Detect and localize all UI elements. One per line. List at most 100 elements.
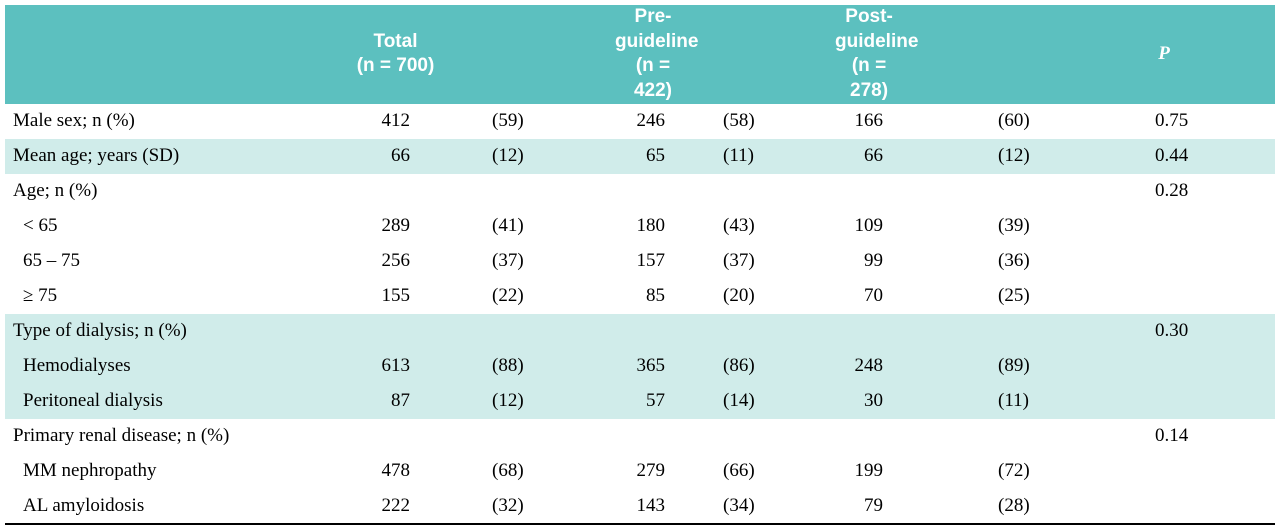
post-pct-cell: [998, 419, 1153, 454]
table-row: Mean age; years (SD) 66 (12) 65 (11) 66 …: [5, 138, 1276, 174]
total-pct-cell: (32): [492, 494, 524, 516]
row-label-cell: Male sex; n (%): [13, 110, 135, 132]
p-value-cell: 0.44: [1153, 138, 1276, 174]
row-label-cell: Primary renal disease; n (%): [13, 425, 230, 447]
row-label-cell: AL amyloidosis: [23, 494, 145, 516]
post-pct-cell: (11): [998, 383, 1154, 419]
post-pct-cell: (28): [998, 494, 1030, 516]
header-empty-cell: [5, 5, 340, 104]
table-row: Male sex; n (%) 412 (59) 246 (58) 166 (6…: [5, 104, 1275, 139]
post-n-cell: 30: [835, 383, 999, 419]
data-table: Total (n = 700) Pre-guideline (n = 422) …: [5, 5, 1276, 525]
pre-n-cell: 85: [646, 285, 665, 307]
header-p-label: P: [1158, 43, 1170, 65]
row-label-cell: Type of dialysis; n (%): [5, 313, 340, 349]
total-pct-cell: (12): [492, 138, 615, 174]
post-n-cell: 166: [854, 110, 884, 132]
total-pct-cell: (22): [492, 285, 524, 307]
table-row: ≥ 75 155 (22) 85 (20) 70 (25): [5, 279, 1275, 314]
pre-pct-cell: (14): [723, 383, 836, 419]
p-value-cell: 0.28: [1155, 180, 1189, 202]
pre-n-cell: [615, 419, 723, 454]
row-label-cell: ≥ 75: [23, 285, 58, 307]
post-n-cell: [835, 313, 999, 349]
total-n-cell: 256: [381, 250, 411, 272]
post-n-cell: [835, 174, 998, 209]
post-pct-cell: (72): [998, 460, 1030, 482]
pre-n-cell: 65: [615, 138, 723, 174]
total-n-cell: 412: [381, 110, 411, 132]
pre-n-cell: 180: [636, 215, 666, 237]
table-row: Type of dialysis; n (%) 0.30: [5, 313, 1276, 349]
pre-n-cell: 246: [636, 110, 666, 132]
pre-pct-cell: (37): [723, 250, 755, 272]
post-n-cell: 70: [864, 285, 884, 307]
header-post-sub: (n = 278): [850, 55, 889, 102]
total-pct-cell: (12): [492, 383, 615, 419]
total-n-cell: 289: [381, 215, 411, 237]
pre-pct-cell: (86): [723, 348, 836, 384]
table-header: Total (n = 700) Pre-guideline (n = 422) …: [5, 5, 1276, 104]
table-row: Age; n (%) 0.28: [5, 174, 1275, 209]
total-n-cell: [340, 174, 492, 209]
pre-pct-cell: (20): [723, 285, 755, 307]
p-value-cell: 0.14: [1155, 425, 1189, 447]
post-pct-cell: (89): [998, 348, 1154, 384]
p-value-cell: 0.75: [1155, 110, 1189, 132]
post-n-cell: 199: [854, 460, 884, 482]
header-post-guideline: Post-guideline (n = 278): [835, 5, 1154, 104]
pre-n-cell: 365: [615, 348, 723, 384]
table-row: Hemodialyses 613 (88) 365 (86) 248 (89): [5, 348, 1276, 384]
pre-pct-cell: (66): [723, 460, 755, 482]
row-label-cell: Peritoneal dialysis: [5, 383, 340, 419]
pre-pct-cell: [723, 419, 835, 454]
post-pct-cell: (36): [998, 250, 1030, 272]
post-n-cell: 99: [864, 250, 884, 272]
table-row: Peritoneal dialysis 87 (12) 57 (14) 30 (…: [5, 383, 1276, 419]
header-p-value: P: [1153, 5, 1276, 104]
p-value-cell: [1153, 348, 1276, 384]
header-pre-guideline: Pre-guideline (n = 422): [615, 5, 836, 104]
total-pct-cell: (68): [492, 460, 524, 482]
total-pct-cell: (88): [492, 348, 615, 384]
pre-pct-cell: (34): [723, 494, 755, 516]
pre-n-cell: 143: [636, 494, 666, 516]
pre-pct-cell: [723, 174, 835, 209]
total-n-cell: 87: [340, 383, 492, 419]
post-pct-cell: (25): [998, 285, 1030, 307]
total-n-cell: 478: [381, 460, 411, 482]
pre-n-cell: 157: [636, 250, 666, 272]
p-value-cell: [1153, 209, 1275, 244]
table-row: Primary renal disease; n (%) 0.14: [5, 419, 1275, 454]
total-n-cell: 66: [340, 138, 492, 174]
post-n-cell: [835, 419, 998, 454]
total-n-cell: 613: [340, 348, 492, 384]
row-label-cell: Mean age; years (SD): [5, 138, 340, 174]
total-pct-cell: (59): [492, 110, 524, 132]
pre-n-cell: [615, 174, 723, 209]
post-pct-cell: [998, 313, 1154, 349]
p-value-cell: [1153, 489, 1275, 524]
post-pct-cell: (60): [998, 110, 1030, 132]
total-pct-cell: [492, 174, 615, 209]
header-total-label: Total: [373, 30, 418, 52]
header-total: Total (n = 700): [340, 5, 615, 104]
table-row: < 65 289 (41) 180 (43) 109 (39): [5, 209, 1275, 244]
header-pre-label: Pre-guideline: [615, 6, 699, 52]
post-n-cell: 79: [864, 494, 884, 516]
pre-pct-cell: (43): [723, 215, 755, 237]
table-body: Male sex; n (%) 412 (59) 246 (58) 166 (6…: [5, 104, 1276, 524]
p-value-cell: [1153, 279, 1275, 314]
p-value-cell: [1153, 383, 1276, 419]
total-pct-cell: (37): [492, 250, 524, 272]
p-value-cell: [1153, 454, 1275, 489]
total-pct-cell: [492, 313, 615, 349]
post-n-cell: 248: [835, 348, 999, 384]
total-pct-cell: (41): [492, 215, 524, 237]
header-post-label: Post-guideline: [835, 6, 919, 52]
post-n-cell: 66: [835, 138, 999, 174]
pre-n-cell: 57: [615, 383, 723, 419]
total-n-cell: 155: [381, 285, 411, 307]
pre-n-cell: 279: [636, 460, 666, 482]
total-n-cell: [340, 313, 492, 349]
